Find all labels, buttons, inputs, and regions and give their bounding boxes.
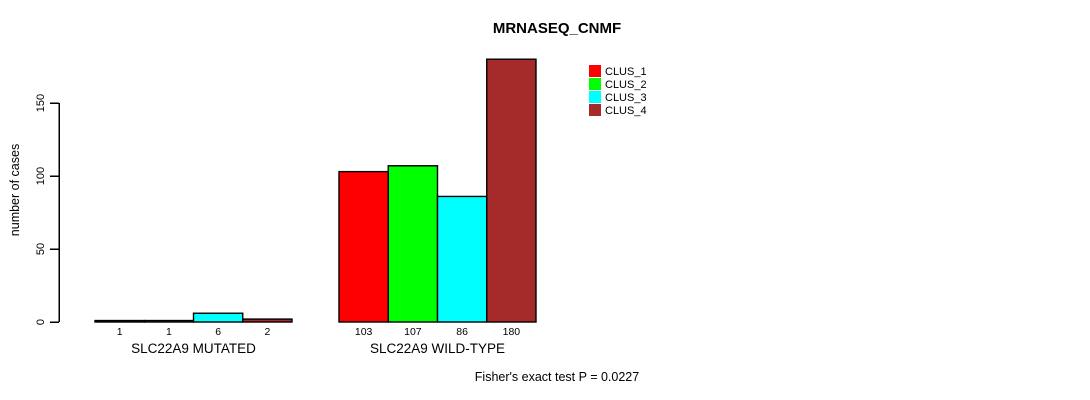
bar-value-label-clus-3-slc22a9-wild-type: 86: [456, 326, 468, 338]
bar-value-label-clus-4-slc22a9-wild-type: 180: [503, 326, 521, 338]
chart-title: MRNASEQ_CNMF: [492, 20, 622, 37]
legend-label-clus-1: CLUS_1: [605, 66, 647, 78]
bar-clus-2-slc22a9-mutated: [143, 319, 195, 323]
bar-clus-1-slc22a9-mutated: [94, 319, 145, 323]
bar-value-label-clus-1-slc22a9-mutated: 1: [117, 326, 123, 338]
legend-swatch-clus-4: [589, 104, 601, 116]
bar-value-label-clus-2-slc22a9-wild-type: 107: [404, 326, 422, 338]
legend-label-clus-4: CLUS_4: [605, 105, 647, 117]
category-label-slc22a9-mutated: SLC22A9 MUTATED: [131, 341, 256, 356]
bar-clus-4-slc22a9-mutated: [242, 318, 293, 323]
y-tick-label-0: 0: [35, 319, 47, 325]
category-label-slc22a9-wild-type: SLC22A9 WILD-TYPE: [370, 341, 505, 356]
legend-swatch-clus-3: [589, 91, 601, 103]
legend-label-clus-3: CLUS_3: [605, 92, 647, 104]
bar-clus-1-slc22a9-wild-type: [338, 170, 389, 323]
legend-label-clus-2: CLUS_2: [605, 79, 647, 91]
bar-value-label-clus-2-slc22a9-mutated: 1: [166, 326, 172, 338]
legend-swatch-clus-2: [589, 78, 601, 90]
legend-swatch-clus-1: [589, 65, 601, 77]
bar-clus-2-slc22a9-wild-type: [387, 165, 439, 323]
y-tick-label-50: 50: [35, 243, 47, 255]
bar-value-label-clus-1-slc22a9-wild-type: 103: [355, 326, 373, 338]
y-tick-label-150: 150: [35, 94, 47, 112]
bar-value-label-clus-4-slc22a9-mutated: 2: [264, 326, 270, 338]
stats-annotation: Fisher's exact test P = 0.0227: [474, 370, 640, 384]
bar-clus-4-slc22a9-wild-type: [486, 58, 537, 323]
bar-value-label-clus-3-slc22a9-mutated: 6: [215, 326, 221, 338]
y-tick-label-100: 100: [35, 167, 47, 185]
bar-clus-3-slc22a9-mutated: [192, 312, 244, 323]
bar-clus-3-slc22a9-wild-type: [436, 195, 488, 323]
